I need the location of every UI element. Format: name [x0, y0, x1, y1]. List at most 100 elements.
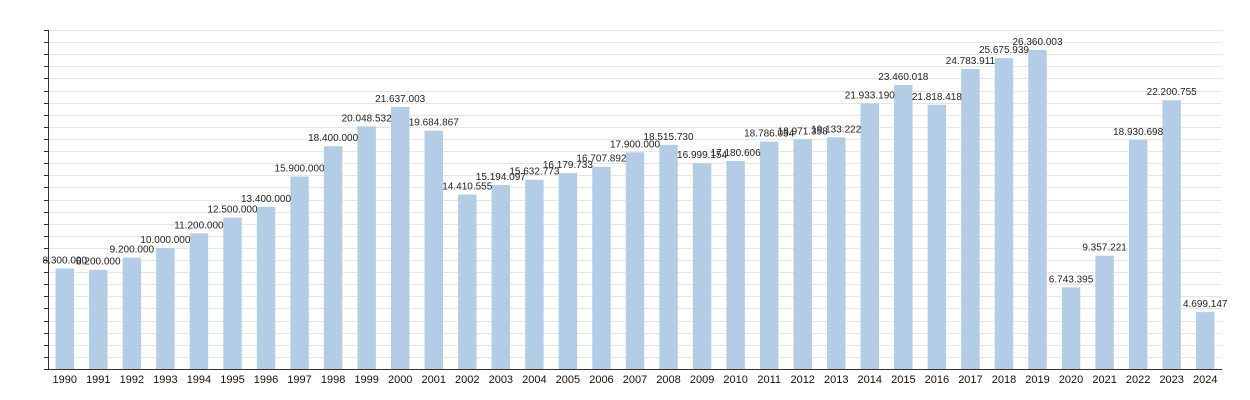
data-label-2014: 21.933.190 [845, 90, 895, 101]
x-tick-label-1998: 1998 [321, 374, 345, 386]
data-label-2022: 18.930.698 [1113, 127, 1163, 138]
data-label-1992: 9.200.000 [110, 245, 155, 256]
bar-1992 [122, 257, 142, 369]
bar-2007 [625, 152, 645, 369]
x-tick-label-2009: 2009 [690, 374, 714, 386]
x-tick-label-2007: 2007 [623, 374, 647, 386]
bar-1991 [89, 269, 108, 369]
data-label-2001: 19.684.867 [409, 118, 459, 129]
bar-2023 [1162, 100, 1181, 370]
data-label-2023: 22.200.755 [1147, 87, 1197, 98]
bar-2003 [491, 185, 511, 369]
bar-2006 [592, 166, 611, 369]
bar-2015 [894, 84, 913, 369]
bar-2024 [1196, 312, 1215, 369]
data-label-1998: 18.400.000 [308, 133, 358, 144]
bar-2008 [659, 144, 678, 369]
bar-2014 [860, 103, 880, 369]
data-label-1994: 11.200.000 [174, 220, 224, 231]
data-label-2009: 16.999.154 [677, 150, 727, 161]
bar-2011 [759, 141, 779, 369]
x-tick-label-2002: 2002 [455, 374, 479, 386]
x-tick-label-1997: 1997 [287, 374, 311, 386]
axes [44, 30, 1222, 370]
x-tick-label-2015: 2015 [891, 374, 915, 386]
bar-2018 [994, 58, 1014, 369]
bar-2001 [424, 130, 443, 369]
bar-2005 [558, 173, 578, 369]
bar-1990 [55, 268, 74, 369]
x-tick-label-2006: 2006 [589, 374, 613, 386]
x-tick-label-2000: 2000 [388, 374, 412, 386]
data-label-1996: 13.400.000 [241, 194, 291, 205]
data-label-2020: 6.743.395 [1049, 274, 1094, 285]
data-label-2006: 16.707.892 [576, 154, 626, 165]
bar-2019 [1028, 49, 1047, 370]
data-label-2017: 24.783.911 [946, 56, 996, 67]
x-tick-labels: 1990 1991 1992 1993 1994 1995 1996 1997 1998 1999… [53, 374, 1218, 386]
x-tick-label-2001: 2001 [421, 374, 445, 386]
data-label-1991: 8.200.000 [76, 257, 121, 268]
data-label-1990: 8.300.000 [43, 256, 88, 267]
data-label-2010: 17.180.606 [711, 148, 761, 159]
data-label-2002: 14.410.555 [442, 182, 492, 193]
data-label-2016: 21.818.418 [912, 92, 962, 103]
data-label-2004: 15.632.773 [509, 167, 559, 178]
x-tick-label-2014: 2014 [858, 374, 882, 386]
data-label-2011: 18.786.034 [744, 129, 794, 140]
bar-1997 [290, 176, 309, 369]
x-tick-label-2008: 2008 [656, 374, 680, 386]
data-label-1999: 20.048.532 [342, 113, 392, 124]
x-tick-label-2018: 2018 [992, 374, 1016, 386]
bar-2002 [458, 194, 477, 369]
bar-1996 [256, 206, 276, 369]
x-tick-label-2003: 2003 [489, 374, 513, 386]
x-tick-label-2005: 2005 [556, 374, 580, 386]
data-label-2012: 18.971.358 [778, 126, 828, 137]
x-tick-label-2023: 2023 [1159, 374, 1183, 386]
x-tick-label-2017: 2017 [958, 374, 982, 386]
data-label-2005: 16.179.733 [543, 160, 593, 171]
data-label-2003: 15.194.097 [476, 172, 526, 183]
data-label-1997: 15.900.000 [275, 164, 325, 175]
x-tick-label-1992: 1992 [120, 374, 144, 386]
x-tick-label-2020: 2020 [1059, 374, 1083, 386]
x-tick-label-1991: 1991 [86, 374, 110, 386]
x-tick-label-2013: 2013 [824, 374, 848, 386]
bar-1998 [323, 146, 343, 369]
x-tick-label-2016: 2016 [925, 374, 949, 386]
x-tick-label-2011: 2011 [757, 374, 781, 386]
bar-2009 [692, 163, 712, 369]
bar-1999 [357, 126, 376, 370]
x-tick-label-1995: 1995 [220, 374, 244, 386]
bar-1993 [156, 247, 175, 369]
x-tick-label-2012: 2012 [790, 374, 814, 386]
data-label-2018: 25.675.939 [979, 45, 1029, 56]
bar-2000 [390, 107, 410, 369]
bar-2017 [961, 68, 980, 369]
data-label-2019: 26.360.003 [1012, 37, 1062, 48]
x-tick-label-2004: 2004 [522, 374, 546, 386]
x-tick-label-2019: 2019 [1025, 374, 1049, 386]
x-tick-label-2022: 2022 [1126, 374, 1150, 386]
bar-2021 [1095, 255, 1114, 369]
x-tick-label-1990: 1990 [53, 374, 77, 386]
bar-2004 [525, 179, 544, 369]
bar-2010 [726, 160, 745, 369]
x-tick-label-2010: 2010 [723, 374, 747, 386]
x-tick-label-1999: 1999 [354, 374, 378, 386]
bar-2016 [927, 104, 947, 369]
x-tick-label-1996: 1996 [254, 374, 278, 386]
bar-2020 [1061, 287, 1081, 369]
bar-1995 [223, 217, 242, 369]
data-label-2013: 19.133.222 [811, 124, 861, 135]
x-tick-label-1994: 1994 [187, 374, 211, 386]
x-tick-label-1993: 1993 [153, 374, 177, 386]
bars [55, 49, 1215, 370]
data-label-1993: 10.000.000 [140, 235, 190, 246]
bar-2013 [827, 137, 846, 369]
data-label-2024: 4.699.147 [1183, 299, 1228, 310]
